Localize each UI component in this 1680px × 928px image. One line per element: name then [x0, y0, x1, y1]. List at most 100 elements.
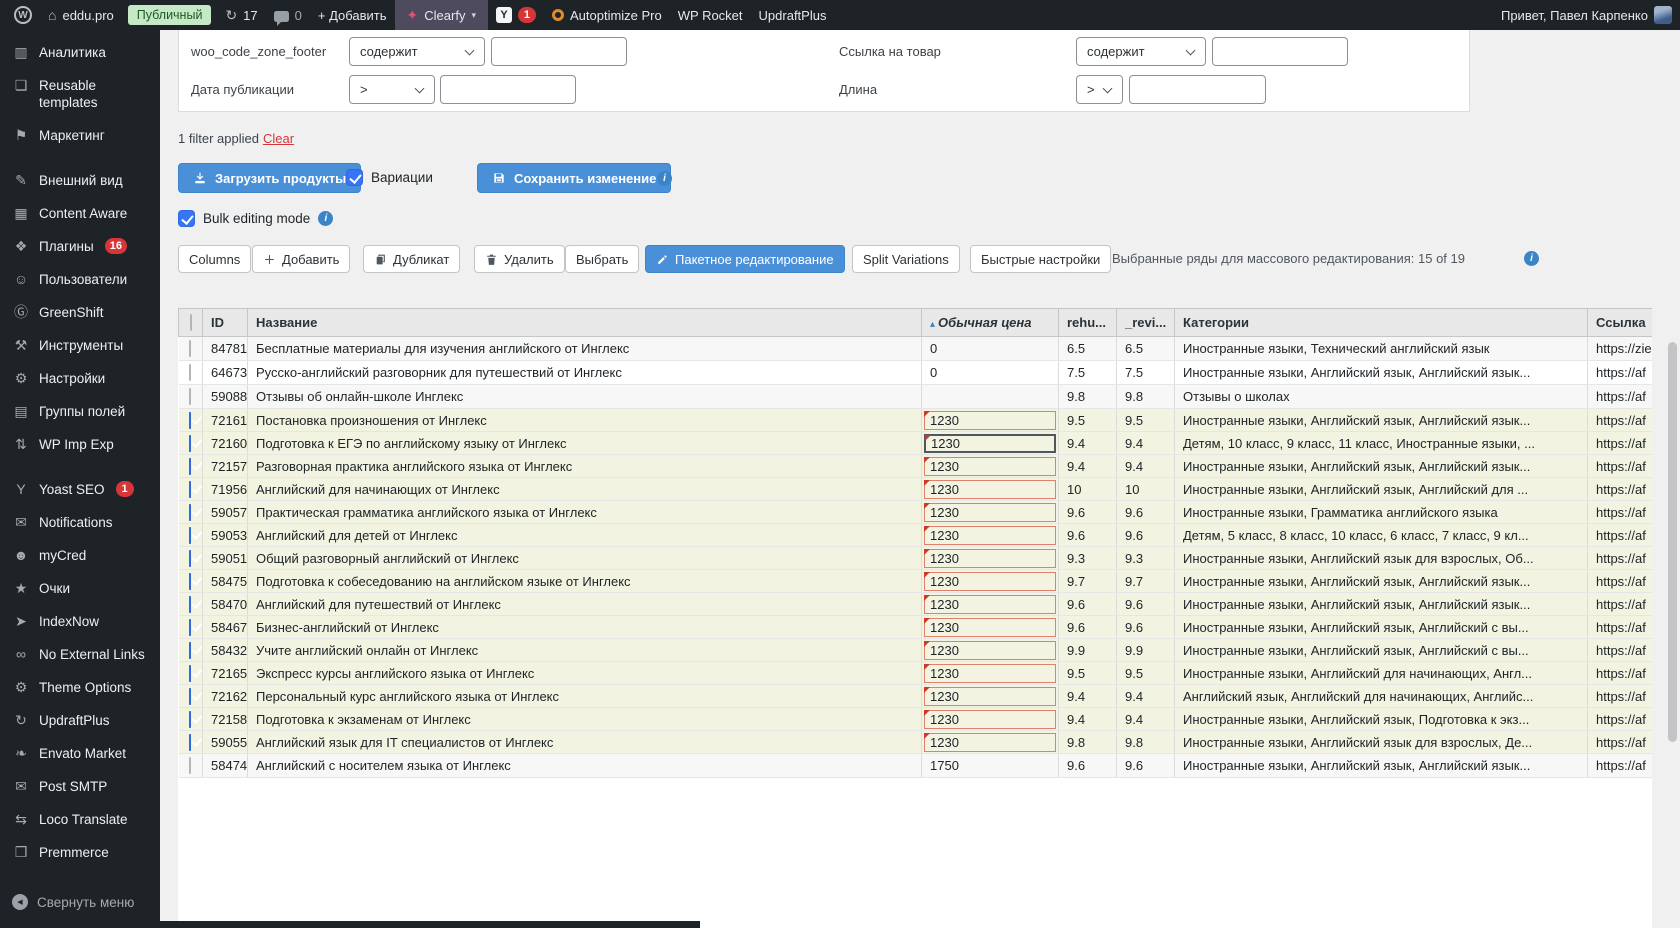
updates-menu[interactable]: ↻ 17 — [217, 0, 265, 30]
sidebar-item-tools[interactable]: ⚒ Инструменты — [0, 329, 160, 362]
cell-rehu[interactable]: 9.5 — [1059, 409, 1117, 432]
bulk-editing-info-icon[interactable]: i — [318, 211, 333, 226]
row-select-cell[interactable] — [179, 570, 203, 593]
row-checkbox[interactable] — [189, 596, 191, 613]
row-checkbox[interactable] — [189, 550, 191, 567]
row-checkbox[interactable] — [189, 711, 191, 728]
row-select-cell[interactable] — [179, 547, 203, 570]
cell-name[interactable]: Подготовка к собеседованию на английском… — [248, 570, 922, 593]
cell-revi[interactable]: 9.4 — [1117, 432, 1175, 455]
cell-revi[interactable]: 9.3 — [1117, 547, 1175, 570]
row-checkbox[interactable] — [189, 619, 191, 636]
cell-rehu[interactable]: 6.5 — [1059, 337, 1117, 361]
sidebar-item-users[interactable]: ☺ Пользователи — [0, 263, 160, 296]
cell-id[interactable]: 58470 — [203, 593, 248, 616]
cell-revi[interactable]: 9.6 — [1117, 754, 1175, 778]
cell-link[interactable]: https://af — [1588, 685, 1653, 708]
cell-categories[interactable]: Детям, 10 класс, 9 класс, 11 класс, Инос… — [1175, 432, 1588, 455]
cell-link[interactable]: https://af — [1588, 639, 1653, 662]
cell-price[interactable]: 1230 — [922, 616, 1059, 639]
cell-link[interactable]: https://af — [1588, 616, 1653, 639]
cell-categories[interactable]: Иностранные языки, Английский язык, Подг… — [1175, 708, 1588, 731]
sidebar-item-theme-options[interactable]: ⚙ Theme Options — [0, 671, 160, 704]
cell-link[interactable]: https://af — [1588, 547, 1653, 570]
cell-name[interactable]: Практическая грамматика английского язык… — [248, 501, 922, 524]
cell-rehu[interactable]: 9.8 — [1059, 731, 1117, 754]
cell-categories[interactable]: Иностранные языки, Английский язык, Англ… — [1175, 478, 1588, 501]
row-checkbox[interactable] — [189, 527, 191, 544]
cell-name[interactable]: Подготовка к экзаменам от Инглекс — [248, 708, 922, 731]
cell-id[interactable]: 59057 — [203, 501, 248, 524]
row-checkbox[interactable] — [189, 665, 191, 682]
row-select-cell[interactable] — [179, 455, 203, 478]
cell-name[interactable]: Учите английский онлайн от Инглекс — [248, 639, 922, 662]
cell-price[interactable]: 1230 — [922, 593, 1059, 616]
header-name[interactable]: Название — [248, 309, 922, 337]
columns-button[interactable]: Columns — [178, 245, 251, 273]
cell-revi[interactable]: 9.5 — [1117, 662, 1175, 685]
save-info-icon[interactable]: i — [657, 171, 672, 186]
cell-price[interactable]: 1230 — [922, 455, 1059, 478]
cell-name[interactable]: Отзывы об онлайн-школе Инглекс — [248, 385, 922, 409]
sidebar-item-indexnow[interactable]: ➤ IndexNow — [0, 605, 160, 638]
sidebar-item-yoast[interactable]: Y Yoast SEO 1 — [0, 473, 160, 506]
cell-name[interactable]: Русско-английский разговорник для путеше… — [248, 361, 922, 385]
cell-rehu[interactable]: 9.8 — [1059, 385, 1117, 409]
cell-revi[interactable]: 9.7 — [1117, 570, 1175, 593]
account-menu[interactable]: Привет, Павел Карпенко — [1493, 0, 1680, 30]
cell-link[interactable]: https://af — [1588, 662, 1653, 685]
cell-name[interactable]: Английский с носителем языка от Инглекс — [248, 754, 922, 778]
delete-button[interactable]: Удалить — [474, 245, 565, 273]
cell-link[interactable]: https://af — [1588, 432, 1653, 455]
cell-name[interactable]: Разговорная практика английского языка о… — [248, 455, 922, 478]
row-checkbox[interactable] — [189, 757, 191, 774]
cell-rehu[interactable]: 9.4 — [1059, 432, 1117, 455]
header-link[interactable]: Ссылка — [1588, 309, 1653, 337]
new-content-menu[interactable]: + Добавить — [310, 0, 395, 30]
filter-woo-code-value-input[interactable] — [491, 37, 627, 66]
sidebar-item-notifications[interactable]: ✉ Notifications — [0, 506, 160, 539]
sidebar-item-envato[interactable]: ❧ Envato Market — [0, 737, 160, 770]
cell-link[interactable]: https://af — [1588, 731, 1653, 754]
row-checkbox[interactable] — [189, 688, 191, 705]
row-select-cell[interactable] — [179, 409, 203, 432]
quick-settings-button[interactable]: Быстрые настройки — [970, 245, 1111, 273]
cell-id[interactable]: 59055 — [203, 731, 248, 754]
row-checkbox[interactable] — [189, 458, 191, 475]
row-select-cell[interactable] — [179, 432, 203, 455]
cell-categories[interactable]: Иностранные языки, Английский язык для в… — [1175, 547, 1588, 570]
cell-price[interactable]: 0 — [922, 361, 1059, 385]
cell-id[interactable]: 72160 — [203, 432, 248, 455]
cell-name[interactable]: Бесплатные материалы для изучения англий… — [248, 337, 922, 361]
cell-name[interactable]: Английский язык для IT специалистов от И… — [248, 731, 922, 754]
cell-categories[interactable]: Иностранные языки, Английский язык, Англ… — [1175, 593, 1588, 616]
cell-price[interactable]: 1750 — [922, 754, 1059, 778]
comments-menu[interactable]: 0 — [266, 0, 310, 30]
cell-id[interactable]: 64673 — [203, 361, 248, 385]
load-products-button[interactable]: Загрузить продукты — [178, 163, 361, 193]
select-all-header[interactable] — [179, 309, 203, 337]
cell-rehu[interactable]: 9.4 — [1059, 708, 1117, 731]
cell-id[interactable]: 84781 — [203, 337, 248, 361]
sidebar-item-marketing[interactable]: ⚑ Маркетинг — [0, 119, 160, 152]
cell-categories[interactable]: Иностранные языки, Английский язык, Англ… — [1175, 455, 1588, 478]
row-select-cell[interactable] — [179, 337, 203, 361]
sidebar-item-greenshift[interactable]: Ⓖ GreenShift — [0, 296, 160, 329]
row-select-cell[interactable] — [179, 754, 203, 778]
batch-edit-button[interactable]: Пакетное редактирование — [645, 245, 845, 273]
sidebar-item-field-groups[interactable]: ▤ Группы полей — [0, 395, 160, 428]
cell-name[interactable]: Английский для начинающих от Инглекс — [248, 478, 922, 501]
autoptimize-menu[interactable]: Autoptimize Pro — [544, 0, 670, 30]
sidebar-item-import-export[interactable]: ⇅ WP Imp Exp — [0, 428, 160, 461]
filter-woo-code-operator-select[interactable]: содержит — [349, 37, 485, 66]
cell-price[interactable]: 1230 — [922, 547, 1059, 570]
collapse-menu-button[interactable]: ◀ Свернуть меню — [0, 886, 160, 918]
cell-rehu[interactable]: 9.4 — [1059, 455, 1117, 478]
filter-length-value-input[interactable] — [1129, 75, 1266, 104]
cell-link[interactable]: https://af — [1588, 593, 1653, 616]
cell-price[interactable]: 1230 — [922, 708, 1059, 731]
cell-id[interactable]: 58475 — [203, 570, 248, 593]
cell-revi[interactable]: 9.6 — [1117, 616, 1175, 639]
cell-categories[interactable]: Иностранные языки, Английский язык для в… — [1175, 731, 1588, 754]
cell-price[interactable] — [922, 385, 1059, 409]
